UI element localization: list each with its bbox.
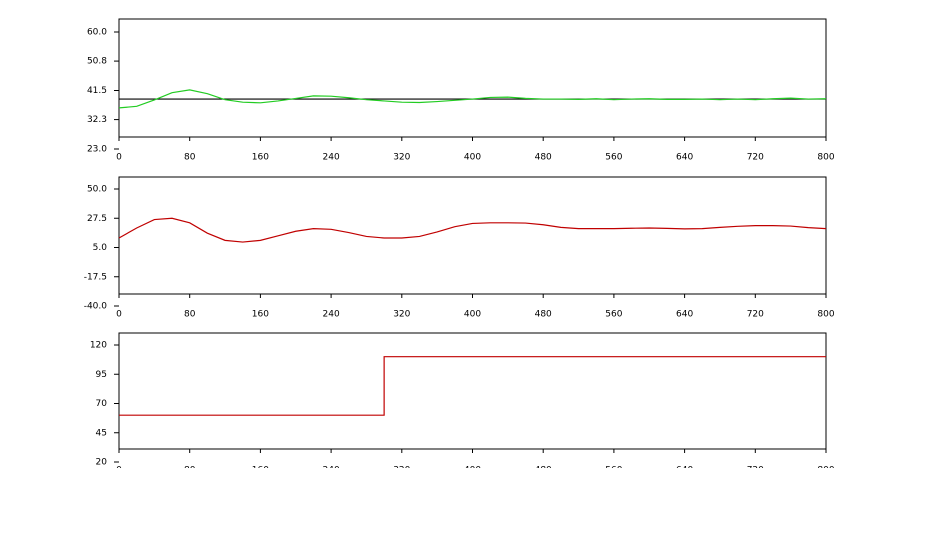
x-tick-label: 640 [676,310,693,320]
x-tick-label: 240 [323,310,340,320]
x-tick-label: 400 [464,310,481,320]
x-tick-label: 320 [393,310,410,320]
y-tick-label: -17.5 [84,272,107,282]
x-tick-label: 160 [252,310,269,320]
y-tick-label: 32.3 [87,115,107,125]
x-tick-label: 240 [323,153,340,163]
series-line [119,356,826,416]
y-tick-label: 60.0 [87,28,107,38]
y-tick-label: 5.0 [93,243,108,253]
plot-frame [118,176,827,295]
plot-frame [118,18,827,138]
y-tick-label: 70 [96,399,108,409]
series-line [118,89,827,109]
x-tick-label: 480 [535,310,552,320]
x-tick-label: 560 [605,310,622,320]
x-tick-label: 80 [184,153,196,163]
x-tick-label: 720 [747,153,764,163]
x-tick-label: 160 [252,153,269,163]
y-tick-label: 41.5 [87,86,107,96]
y-tick-label: 50.8 [87,57,107,67]
x-tick-label: 80 [184,310,196,320]
x-tick-label: 0 [116,310,122,320]
x-tick-label: 320 [393,153,410,163]
x-tick-label: 640 [676,153,693,163]
y-tick-label: 120 [90,341,107,351]
x-tick-label: 480 [535,153,552,163]
y-tick-label: 95 [96,370,107,380]
x-tick-label: 400 [464,153,481,163]
y-tick-label: 20 [96,458,108,468]
x-tick-label: 0 [116,153,122,163]
window-mask [0,468,944,533]
y-tick-label: 50.0 [87,185,107,195]
x-tick-label: 800 [817,153,834,163]
y-tick-label: 27.5 [87,214,107,224]
y-tick-label: -40.0 [84,302,108,312]
y-tick-label: 23.0 [87,145,107,155]
x-tick-label: 800 [817,310,834,320]
y-tick-label: 45 [96,428,107,438]
series-line [118,217,827,243]
x-tick-label: 560 [605,153,622,163]
plot-frame [118,332,827,450]
x-tick-label: 720 [747,310,764,320]
